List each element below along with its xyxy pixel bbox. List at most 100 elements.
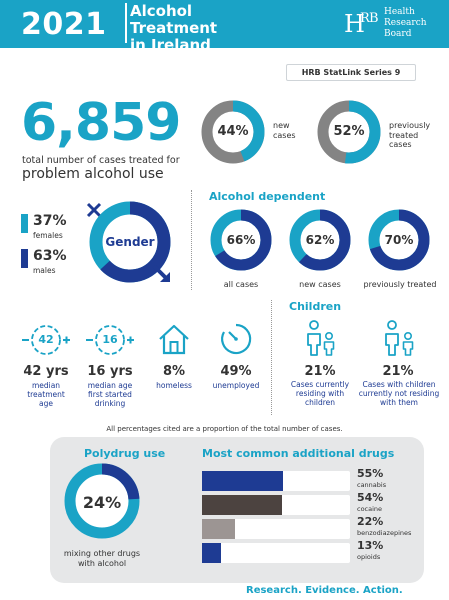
new-cases-pct: 44%	[217, 124, 249, 139]
children-not-residing-label-line2: currently not residing	[358, 389, 440, 398]
children-residing-label-line2: residing with	[295, 389, 345, 398]
dependent-previous-label: previously treated	[363, 280, 437, 289]
children-not-residing-label-line1: Cases with children	[362, 380, 436, 389]
children-residing-value: 21%	[304, 364, 336, 379]
svg-text:B: B	[369, 11, 378, 26]
polydrug-label-line2: with alcohol	[77, 558, 127, 568]
alcohol-dependent-title: Alcohol dependent	[209, 190, 326, 203]
children-not-residing-label: Cases with children currently not residi…	[354, 380, 444, 407]
dependent-new-donut	[289, 209, 351, 271]
cocaine-label: cocaine	[357, 505, 383, 513]
org-name-line3: Board	[384, 29, 412, 39]
clock-icon-center	[234, 337, 238, 341]
female-color-marker	[21, 214, 28, 233]
median-age-label-line3: age	[39, 399, 53, 408]
homeless-value: 8%	[162, 364, 186, 379]
polydrug-pct: 24%	[82, 493, 122, 512]
adult-icon-head	[309, 320, 319, 330]
adult-icon-body	[307, 333, 321, 356]
unemployed-label: unemployed	[212, 381, 260, 390]
median-age-label: median treatment age	[16, 381, 76, 408]
house-icon-roof	[159, 324, 189, 340]
dependent-previous-donut-arc	[368, 209, 430, 271]
polydrug-label-line1: mixing other drugs	[63, 549, 141, 558]
previous-cases-label-line2: treated	[389, 130, 419, 140]
hrb-logo-graphic: H R B	[344, 10, 379, 38]
org-name-line1: Health	[384, 7, 415, 17]
new-cases-label: new cases	[273, 121, 296, 140]
gender-donut	[86, 201, 171, 283]
footnote: All percentages cited are a proportion o…	[106, 425, 343, 433]
new-cases-donut-arc	[201, 100, 265, 164]
dependent-new-donut-arc	[289, 209, 351, 271]
house-icon-door	[169, 341, 179, 354]
children-residing-label: Cases currently residing with children	[280, 380, 360, 407]
dependent-previous-donut	[368, 209, 430, 271]
previous-cases-label: previously treated cases	[389, 121, 430, 150]
children-not-residing-value: 21%	[382, 364, 414, 379]
male-label: males	[33, 266, 56, 275]
header-banner: 2021 Alcohol Treatment in Ireland H R B …	[0, 0, 449, 54]
first-drink-label-line2: first started	[88, 390, 132, 399]
median-age-icon-ring	[31, 325, 61, 355]
median-age-icon-text: 42	[38, 333, 54, 346]
first-drink-icon-ring	[95, 325, 125, 355]
hrb-logo-icon: H R B	[344, 8, 382, 44]
separator-gender	[191, 190, 192, 290]
report-title-line1: Alcohol Treatment	[130, 2, 218, 37]
adult-apart-icon-head	[387, 320, 397, 330]
child-apart-icon-body	[402, 341, 414, 356]
first-drink-age-icon	[86, 325, 134, 355]
unemployed-value: 49%	[220, 364, 252, 379]
cannabis-pct: 55%	[357, 467, 384, 480]
org-name-line2: Research	[384, 18, 427, 28]
total-cases-caption: total number of cases treated for	[22, 155, 180, 166]
polydrug-title: Polydrug use	[84, 447, 166, 460]
male-pct: 63%	[33, 248, 67, 264]
children-residing-label-line3: children	[304, 398, 336, 407]
drugs-panel: Polydrug use 24% mixing other drugs with…	[50, 437, 424, 583]
adult-child-apart-icon	[385, 320, 414, 356]
children-title: Children	[289, 300, 342, 313]
total-cases-value: 6,859	[21, 93, 181, 153]
benzodiazepines-label: benzodiazepines	[357, 529, 412, 537]
dependent-all-pct: 66%	[226, 233, 256, 247]
dependent-all-donut-arc	[210, 209, 272, 271]
male-symbol-arrow-shaft	[152, 264, 168, 280]
homeless-label: homeless	[156, 381, 192, 390]
first-drink-age-label: median age first started drinking	[78, 381, 142, 408]
benzodiazepines-bar	[202, 519, 235, 539]
previous-cases-pct: 52%	[333, 124, 365, 139]
median-age-value: 42 yrs	[23, 364, 69, 379]
benzodiazepines-pct: 22%	[357, 515, 384, 528]
child-icon-body	[323, 341, 335, 356]
previous-cases-label-line1: previously	[389, 121, 431, 130]
polydrug-donut-arc	[64, 463, 140, 539]
report-year: 2021	[21, 7, 107, 42]
svg-text:H: H	[344, 10, 364, 38]
first-drink-icon-text: 16	[102, 333, 118, 346]
polydrug-label: mixing other drugs with alcohol	[52, 549, 152, 568]
child-icon-head	[324, 332, 333, 341]
previous-cases-donut	[317, 100, 381, 164]
gender-donut-male-arc	[89, 201, 171, 283]
median-age-icon	[22, 325, 70, 355]
previous-cases-donut-arc	[317, 100, 381, 164]
opioids-label: opioids	[357, 553, 381, 561]
dependent-all-donut	[210, 209, 272, 271]
male-symbol-arrow-head	[160, 272, 170, 282]
cocaine-bar	[202, 495, 282, 515]
female-symbol-cross-b	[86, 202, 102, 218]
house-icon-walls	[162, 336, 186, 355]
clock-icon-rim	[221, 323, 252, 355]
cocaine-pct: 54%	[357, 491, 384, 504]
report-title-line2: in Ireland	[130, 36, 211, 54]
clock-icon	[221, 323, 252, 355]
tagline: Research. Evidence. Action.	[246, 585, 403, 596]
median-age-label-line2: treatment	[27, 390, 65, 399]
female-pct: 37%	[33, 213, 67, 229]
gender-title: Gender	[105, 235, 155, 249]
cannabis-bar-track	[202, 471, 350, 491]
new-cases-label-line1: new	[273, 121, 290, 130]
first-drink-label-line3: drinking	[94, 399, 126, 408]
